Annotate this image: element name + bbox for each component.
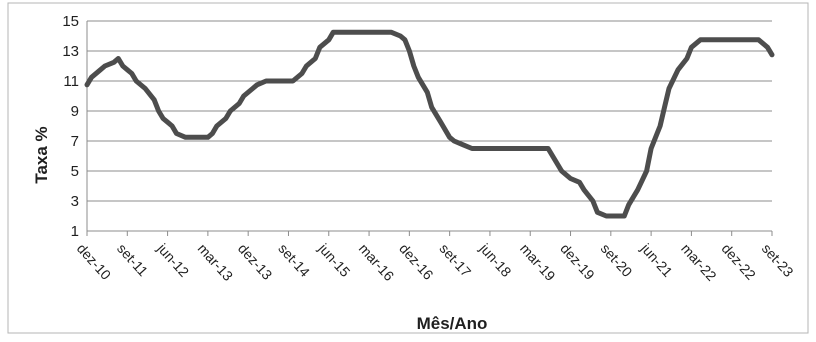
x-axis-title: Mês/Ano [417, 314, 488, 333]
y-tick-label: 1 [71, 223, 79, 240]
y-tick-label: 7 [71, 133, 79, 150]
y-tick-label: 5 [71, 163, 79, 180]
y-tick-label: 13 [62, 43, 79, 60]
series-line [84, 29, 775, 219]
y-tick-label: 11 [63, 73, 79, 90]
chart-frame [7, 2, 809, 334]
y-tick-label: 3 [71, 193, 79, 210]
gridlines [86, 20, 773, 236]
y-tick-label: 9 [71, 103, 79, 120]
y-tick-label: 15 [62, 13, 79, 30]
y-axis-title: Taxa % [32, 126, 51, 183]
